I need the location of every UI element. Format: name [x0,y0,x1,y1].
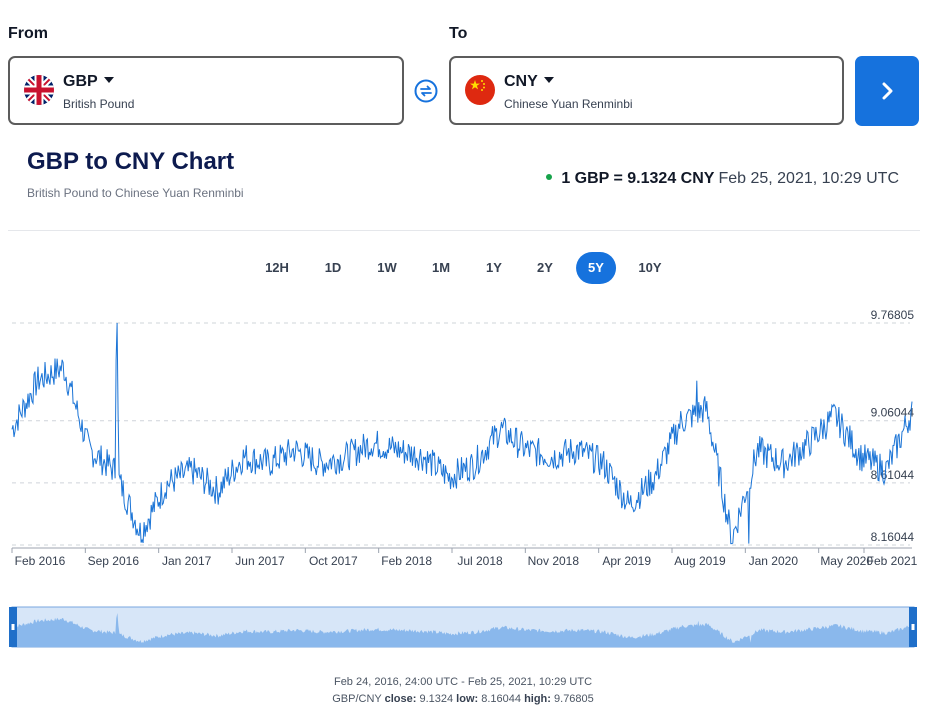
y-tick-label: 9.06044 [871,406,915,420]
x-tick-label: Jun 2017 [235,554,285,568]
x-tick-label: Jul 2018 [457,554,503,568]
period-1d[interactable]: 1D [324,260,342,275]
from-label: From [8,25,48,42]
to-currency-select[interactable]: CNY Chinese Yuan Renminbi [449,56,844,125]
x-tick-label: Jan 2017 [162,554,212,568]
rate-timestamp: Feb 25, 2021, 10:29 UTC [718,170,899,187]
current-rate: 1 GBP = 9.1324 CNY Feb 25, 2021, 10:29 UT… [546,170,899,188]
period-1w[interactable]: 1W [377,260,397,275]
from-currency-select[interactable]: GBP British Pound [8,56,404,125]
chevron-right-icon [882,82,893,100]
y-tick-label: 8.16044 [871,530,915,544]
x-tick-label: Aug 2019 [674,554,726,568]
period-1m[interactable]: 1M [431,260,451,275]
divider [8,230,920,231]
period-10y[interactable]: 10Y [638,260,662,275]
rate-value: 1 GBP = 9.1324 CNY [561,170,715,187]
x-tick-label: Feb 2018 [381,554,432,568]
period-12h[interactable]: 12H [265,260,289,275]
from-currency-code: GBP [63,73,114,91]
footer-close: 9.1324 [419,693,454,705]
navigator-area [12,613,914,647]
page-title: GBP to CNY Chart [27,148,235,175]
series-line-gbp-cny [11,322,913,545]
chevron-down-icon [103,77,114,83]
x-tick-label: Feb 2016 [15,554,66,568]
footer-low: 8.16044 [481,693,521,705]
footer-close-label: close: [384,693,417,705]
handle-grip-icon [11,624,15,630]
live-status-dot [546,174,553,180]
x-tick-label: Feb 2021 [867,554,918,568]
to-currency-name: Chinese Yuan Renminbi [504,97,633,111]
to-label: To [449,25,468,42]
x-tick-label: Nov 2018 [528,554,580,568]
footer-range: Feb 24, 2016, 24:00 UTC - Feb 25, 2021, … [333,676,593,688]
handle-grip-icon [911,624,915,630]
page-subtitle: British Pound to Chinese Yuan Renminbi [27,186,244,200]
footer-high: 9.76805 [554,693,594,705]
x-tick-label: May 2020 [820,554,873,568]
period-5y[interactable]: 5Y [576,252,616,284]
from-currency-name: British Pound [63,97,135,111]
y-tick-label: 9.76805 [871,308,915,322]
convert-button[interactable] [855,56,919,126]
swap-icon[interactable] [414,79,438,103]
x-tick-label: Apr 2019 [602,554,651,568]
x-tick-label: Oct 2017 [309,554,358,568]
period-selector: 12H 1D 1W 1M 1Y 2Y 5Y 10Y [0,252,926,284]
to-currency-code: CNY [504,73,554,91]
x-tick-label: Sep 2016 [88,554,140,568]
footer-stats: GBP/CNY close: 9.1324 low: 8.16044 high:… [0,693,926,705]
footer-pair: GBP/CNY [332,693,382,705]
uk-flag-icon [24,75,54,105]
cn-flag-icon [465,75,495,105]
period-1y[interactable]: 1Y [486,260,502,275]
period-2y[interactable]: 2Y [537,260,553,275]
footer-high-label: high: [524,693,551,705]
x-tick-label: Jan 2020 [749,554,799,568]
chevron-down-icon [543,77,554,83]
footer-low-label: low: [456,693,479,705]
range-navigator[interactable] [0,600,926,655]
